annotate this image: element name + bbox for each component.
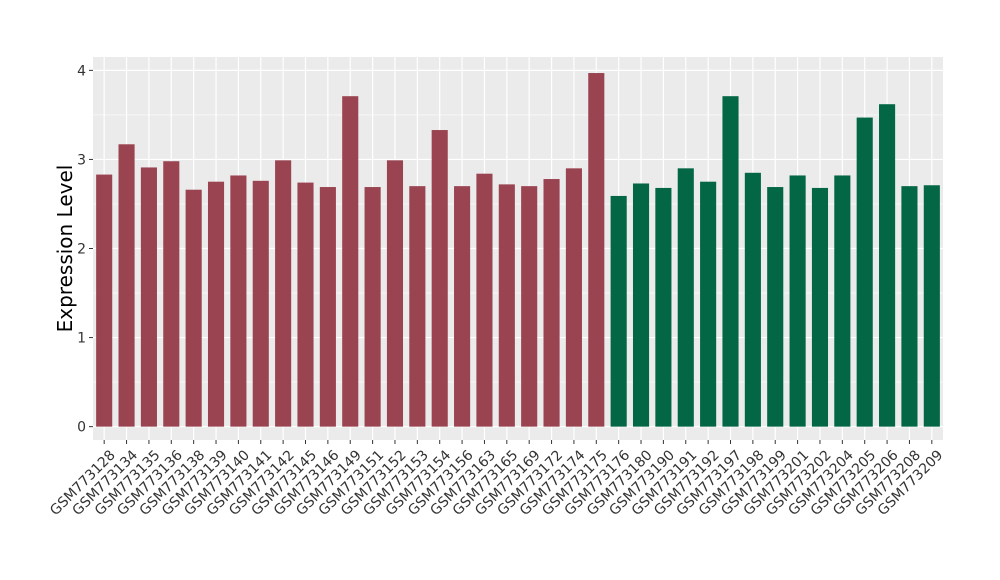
y-axis: 0 1 2 3 4 — [77, 63, 93, 436]
bar-GSM773172 — [543, 179, 560, 427]
bar-GSM773152 — [386, 160, 404, 427]
y-tick-label: 2 — [77, 242, 86, 258]
bar-GSM773154 — [431, 130, 448, 427]
bar-GSM773176 — [610, 195, 627, 427]
bar-GSM773169 — [521, 186, 538, 427]
bar-GSM773197 — [722, 96, 739, 427]
bars — [96, 73, 940, 427]
bar-GSM773138 — [185, 189, 202, 427]
y-tick-label: 3 — [77, 152, 86, 168]
bar-GSM773163 — [476, 173, 493, 427]
bar-GSM773209 — [923, 185, 940, 427]
bar-GSM773149 — [342, 96, 359, 427]
bar-GSM773202 — [811, 187, 829, 427]
x-axis: GSM773128GSM773134GSM773135GSM773136GSM7… — [47, 440, 946, 519]
bar-GSM773174 — [565, 168, 582, 427]
bar-GSM773204 — [834, 175, 851, 427]
bar-GSM773128 — [96, 174, 113, 427]
bar-GSM773191 — [677, 168, 694, 427]
bar-GSM773205 — [856, 117, 873, 427]
bar-GSM773190 — [655, 187, 672, 427]
bar-GSM773201 — [789, 175, 806, 427]
bar-GSM773156 — [454, 186, 471, 427]
bar-GSM773206 — [879, 104, 896, 427]
bar-GSM773136 — [163, 161, 180, 427]
bar-GSM773175 — [588, 73, 605, 427]
bar-GSM773140 — [230, 175, 247, 427]
bar-GSM773139 — [207, 181, 225, 427]
y-tick-label: 0 — [77, 420, 86, 436]
y-axis-title: Expression Level — [53, 165, 77, 333]
bar-GSM773180 — [632, 183, 650, 427]
bar-GSM773142 — [275, 160, 292, 427]
bar-GSM773146 — [319, 187, 336, 427]
y-tick-label: 1 — [77, 331, 86, 347]
bar-GSM773134 — [118, 144, 135, 427]
bar-GSM773145 — [297, 182, 314, 427]
bar-GSM773198 — [744, 172, 761, 427]
bar-GSM773141 — [252, 180, 269, 427]
bar-GSM773199 — [767, 187, 784, 427]
bar-GSM773165 — [498, 184, 515, 427]
y-tick-label: 4 — [77, 63, 86, 79]
bar-GSM773135 — [140, 167, 157, 427]
bar-GSM773208 — [901, 186, 918, 427]
bar-GSM773151 — [364, 187, 381, 427]
bar-GSM773153 — [409, 186, 426, 427]
bar-GSM773192 — [700, 181, 717, 427]
